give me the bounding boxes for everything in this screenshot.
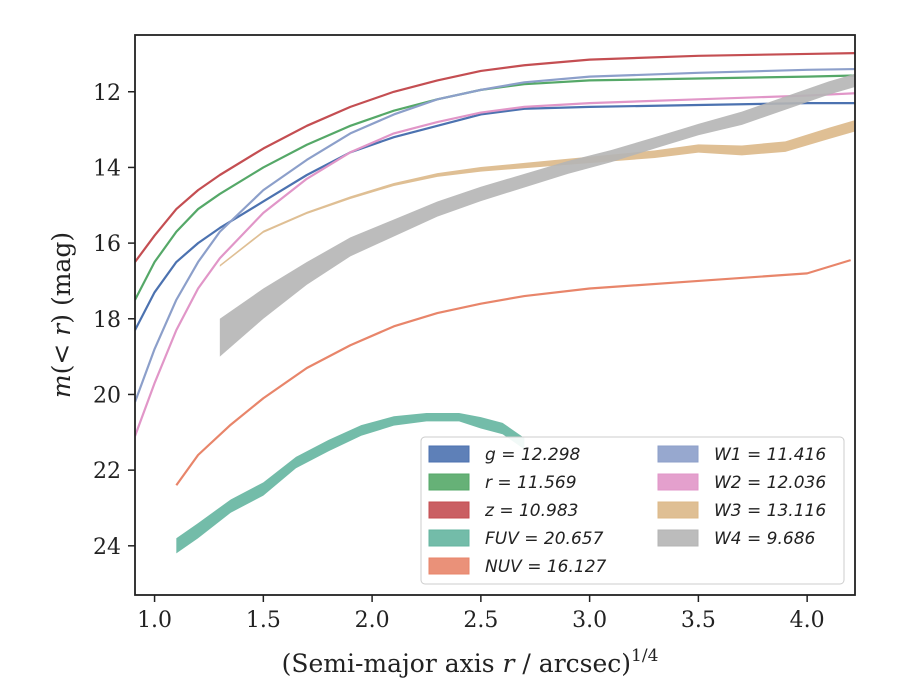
x-tick-label: 1.5 — [246, 608, 281, 633]
legend-swatch — [657, 501, 699, 519]
legend-swatch — [657, 529, 699, 547]
series-g-line — [135, 102, 855, 331]
legend-label: W4 = 9.686 — [714, 529, 816, 549]
axis-ticks: 1.0 1.5 2.0 2.5 3.0 3.5 4.0 12 14 16 18 20 22 24 — [93, 81, 825, 633]
legend-box — [420, 436, 845, 585]
x-axis-label: (Semi-major axis r / arcsec)1/4 — [282, 646, 659, 678]
series-w2-line — [135, 92, 855, 437]
y-tick-label: 16 — [93, 232, 121, 257]
x-tick-label: 3.5 — [681, 608, 716, 633]
legend-swatch — [428, 445, 470, 463]
legend-label: g = 12.298 — [485, 445, 581, 465]
legend-swatch — [428, 557, 470, 575]
legend-label: W2 = 12.036 — [714, 473, 826, 493]
legend-label: z = 10.983 — [484, 501, 578, 521]
legend-label: W1 = 11.416 — [714, 445, 826, 465]
legend-label: W3 = 13.116 — [714, 501, 826, 521]
y-tick-label: 12 — [93, 81, 121, 106]
y-tick-label: 24 — [93, 535, 121, 560]
series-fuv-band — [176, 413, 525, 554]
y-axis-label: m(< r) (mag) — [47, 232, 76, 398]
legend-label: r = 11.569 — [485, 473, 577, 493]
legend-swatch — [428, 529, 470, 547]
y-tick-label: 14 — [93, 156, 121, 181]
x-tick-label: 3.0 — [572, 608, 607, 633]
legend-swatch — [428, 473, 470, 491]
legend-swatch — [657, 445, 699, 463]
x-tick-label: 2.0 — [355, 608, 390, 633]
legend-swatch — [428, 501, 470, 519]
legend: g = 12.298 r = 11.569 z = 10.983 FUV = 20.6… — [420, 436, 845, 585]
x-tick-label: 1.0 — [137, 608, 172, 633]
legend-label: NUV = 16.127 — [485, 557, 607, 577]
series-r-line — [135, 74, 855, 301]
series-nuv-line — [175, 259, 851, 486]
x-tick-label: 4.0 — [790, 608, 825, 633]
y-tick-label: 20 — [93, 383, 121, 408]
plot-area — [135, 52, 855, 554]
plot-frame — [134, 34, 856, 596]
legend-swatch — [657, 473, 699, 491]
legend-label: FUV = 20.657 — [485, 529, 604, 549]
series-w4-band — [219, 73, 855, 357]
series-w1-line — [135, 67, 855, 403]
x-tick-label: 2.5 — [463, 608, 498, 633]
y-tick-label: 18 — [93, 308, 121, 333]
series-z-line — [135, 52, 855, 263]
y-tick-label: 22 — [93, 459, 121, 484]
